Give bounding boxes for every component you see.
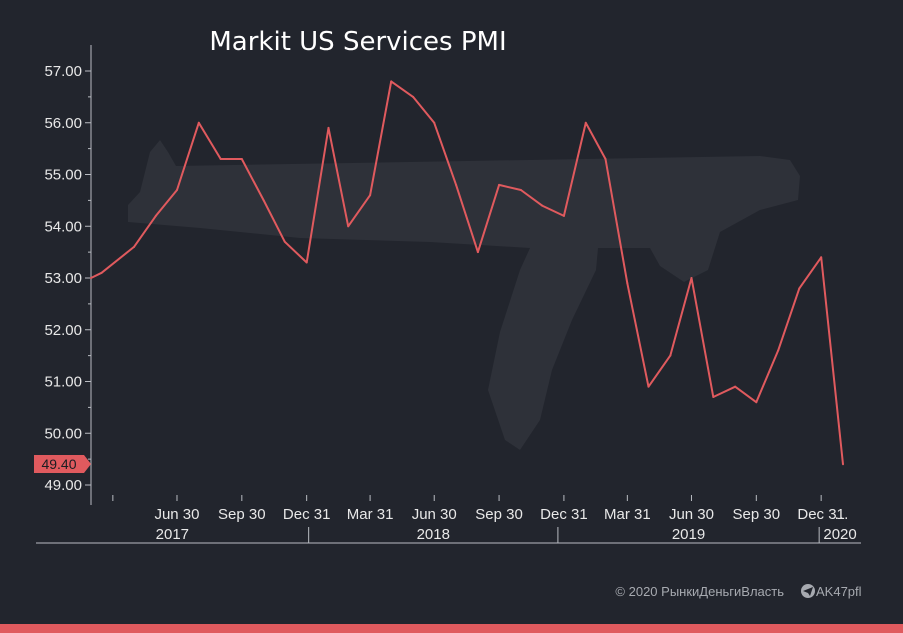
data-point [455, 183, 458, 186]
y-tick-label: 57.00 [44, 63, 82, 80]
data-point [712, 396, 715, 399]
y-tick-label: 53.00 [44, 270, 82, 287]
data-point [690, 277, 693, 279]
x-tick-label: Jun 30 [154, 506, 199, 523]
series-line [90, 80, 844, 465]
x-ticks: Jun 30 Sep 30 Dec 31 Mar 31 Jun 30 Sep 30 Dec … [112, 495, 849, 523]
y-tick-label: 55.00 [44, 167, 82, 184]
data-point [347, 225, 350, 228]
data-point [584, 121, 587, 124]
data-point [262, 199, 265, 202]
data-point [842, 463, 844, 466]
data-point [369, 194, 372, 197]
x-tick-label: Mar 31 [604, 506, 651, 523]
series-points [90, 80, 844, 466]
data-point [283, 240, 286, 243]
year-label: 2018 [417, 526, 450, 543]
x-tick-label: Dec 31 [540, 506, 588, 523]
last-value-label: 49.40 [41, 456, 76, 472]
y-ticks: 57.00 56.00 55.00 54.00 53.00 52.00 51.00 50.00… [44, 63, 91, 494]
data-point [777, 349, 780, 352]
year-label: 2020 [823, 526, 856, 543]
footer-copyright: © 2020 РынкиДеньгиВласть [615, 584, 784, 599]
footer-handle: AK47pfl [816, 584, 862, 599]
data-point [604, 157, 607, 160]
last-value-marker: 49.40 [34, 455, 91, 473]
bottom-accent-bar [0, 624, 903, 633]
data-point [100, 271, 103, 274]
data-point [626, 282, 629, 285]
data-point [390, 80, 393, 83]
x-tick-label: Dec 31 [797, 506, 845, 523]
data-point [476, 251, 479, 254]
y-tick-label: 50.00 [44, 425, 82, 442]
data-point [197, 121, 200, 124]
year-label: 2019 [672, 526, 705, 543]
x-tick-label: Jun 30 [669, 506, 714, 523]
data-point [541, 204, 544, 207]
y-tick-label: 54.00 [44, 218, 82, 235]
x-tick-label: Dec 31 [283, 506, 331, 523]
y-tick-label: 56.00 [44, 115, 82, 132]
telegram-icon [801, 584, 815, 598]
data-point [219, 157, 222, 160]
watermark-rifle-icon [128, 140, 800, 450]
data-point [519, 189, 522, 192]
y-tick-label: 49.00 [44, 477, 82, 494]
x-tick-label: Sep 30 [218, 506, 266, 523]
data-point [498, 183, 501, 186]
y-tick-label: 52.00 [44, 322, 82, 339]
data-point [132, 245, 135, 248]
x-tick-label: Sep 30 [475, 506, 523, 523]
x-tick-label: Sep 30 [733, 506, 781, 523]
year-label: 2017 [156, 526, 189, 543]
data-point [798, 287, 801, 290]
chart-title: Markit US Services PMI [209, 27, 506, 57]
data-point [154, 214, 157, 217]
data-point [90, 277, 92, 279]
data-point [820, 256, 823, 259]
data-point [433, 121, 436, 124]
x-tick-label: … [834, 506, 849, 523]
data-point [734, 385, 737, 388]
data-point [327, 126, 330, 129]
data-point [412, 95, 415, 98]
data-point [240, 157, 243, 160]
data-point [305, 261, 308, 264]
data-point [669, 354, 672, 357]
x-tick-label: Jun 30 [412, 506, 457, 523]
data-point [755, 401, 758, 404]
data-point [562, 214, 565, 217]
x-tick-label: Mar 31 [347, 506, 394, 523]
y-tick-label: 51.00 [44, 374, 82, 391]
data-point [647, 385, 650, 388]
data-point [175, 189, 178, 192]
year-labels: 2017 2018 2019 2020 [156, 526, 857, 543]
